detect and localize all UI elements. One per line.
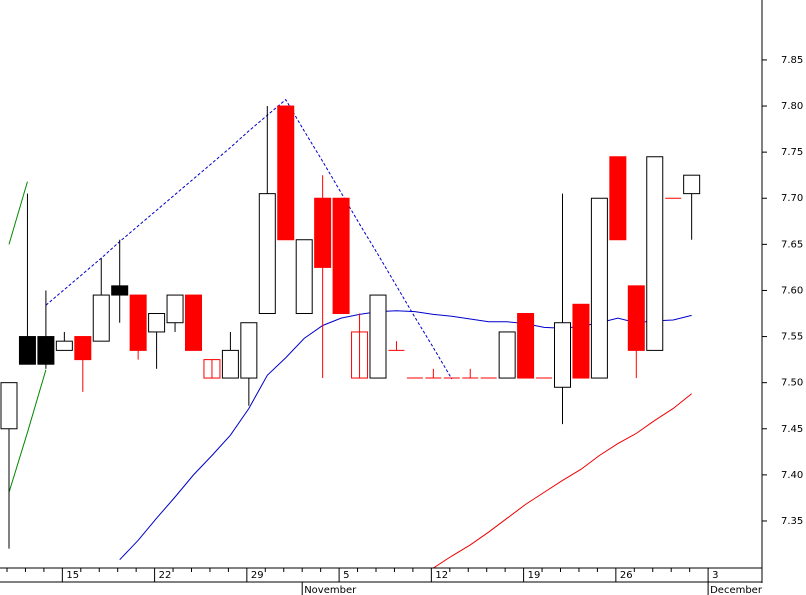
- candle-body: [295, 239, 313, 315]
- indicator-line: [8, 369, 47, 493]
- candle-body: [314, 197, 332, 268]
- candle-body: [203, 359, 221, 379]
- y-tick-label: 7.60: [781, 285, 803, 296]
- candle-body: [351, 331, 369, 379]
- candle-body: [166, 294, 184, 324]
- candle-body: [646, 156, 664, 351]
- candle-body: [609, 156, 627, 241]
- candle-body: [554, 322, 571, 388]
- month-label: November: [304, 585, 357, 595]
- candle-body: [517, 313, 535, 379]
- candle-body: [258, 193, 276, 315]
- y-tick-label: 7.50: [781, 378, 803, 389]
- x-tick-label: 29: [251, 570, 264, 581]
- y-tick-label: 7.85: [781, 55, 803, 66]
- candle-body: [74, 336, 92, 361]
- y-tick-label: 7.40: [781, 470, 803, 481]
- candle-body: [277, 105, 295, 241]
- candle-body: [129, 294, 147, 351]
- y-tick-label: 7.65: [781, 239, 803, 250]
- candle-body: [498, 331, 516, 379]
- plot-area: [0, 98, 701, 568]
- candle-body: [148, 313, 166, 333]
- month-label: December: [710, 585, 763, 595]
- y-tick-label: 7.80: [781, 101, 803, 112]
- x-tick-label: 15: [66, 570, 79, 581]
- trend-line: [45, 98, 453, 380]
- x-tick-label: 19: [528, 570, 541, 581]
- x-tick-label: 12: [435, 570, 448, 581]
- y-tick-label: 7.55: [781, 332, 803, 343]
- candle-body: [37, 336, 55, 365]
- candle-body: [627, 285, 645, 351]
- x-tick-label: 3: [712, 570, 718, 581]
- candle-body: [590, 197, 608, 379]
- y-tick-label: 7.35: [781, 516, 803, 527]
- indicator-line: [8, 181, 28, 245]
- x-tick-label: 5: [343, 570, 349, 581]
- candle-body: [18, 336, 36, 365]
- candle-body: [55, 340, 73, 351]
- x-tick-label: 26: [620, 570, 633, 581]
- candle-body: [332, 197, 350, 315]
- candle-body: [240, 322, 258, 379]
- candle-body: [185, 294, 202, 351]
- y-tick-label: 7.45: [781, 424, 803, 435]
- candle-body: [92, 294, 110, 342]
- indicator-line: [433, 393, 692, 568]
- y-tick-label: 7.70: [781, 193, 803, 204]
- y-tick-label: 7.75: [781, 147, 803, 158]
- candle-body: [369, 294, 387, 379]
- candle-body: [111, 285, 129, 296]
- candle-body: [683, 174, 701, 195]
- candle-body: [221, 349, 239, 379]
- x-tick-label: 22: [159, 570, 172, 581]
- candle-body: [572, 303, 590, 379]
- candle-body: [0, 382, 18, 430]
